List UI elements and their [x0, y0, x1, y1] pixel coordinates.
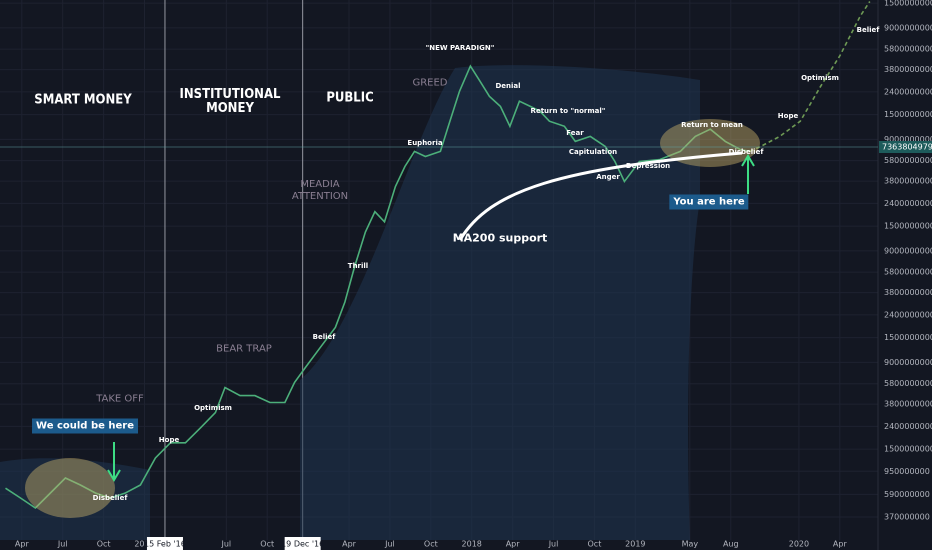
- y-tick-label: 900000000000: [884, 135, 932, 144]
- y-tick-label: 1500000000: [884, 445, 932, 454]
- date-label: 15 Feb '16: [144, 540, 186, 549]
- y-tick-label: 5800000000: [884, 379, 932, 388]
- y-tick-label: 1500000000000: [884, 110, 932, 119]
- y-tick-label: 3800000000000: [884, 65, 932, 74]
- stage-label: Denial: [495, 82, 521, 90]
- stage-label: Return to "normal": [530, 107, 606, 115]
- stage-label: Fear: [566, 129, 584, 137]
- x-tick-label: Jul: [57, 540, 68, 549]
- ma-curve: [458, 151, 743, 241]
- y-tick-label: 150000000000: [884, 222, 932, 231]
- stage-label: Disbelief: [728, 148, 764, 156]
- stage-label: Belief: [312, 333, 336, 341]
- price-lines: [5, 1, 871, 510]
- x-tick-label: Apr: [15, 540, 30, 549]
- x-tick-label: Oct: [97, 540, 111, 549]
- stage-label: Disbelief: [92, 494, 128, 502]
- y-tick-label: 580000000000: [884, 156, 932, 165]
- y-tick-label: 90000000000: [884, 246, 932, 255]
- price-label: 7363804979: [882, 143, 932, 152]
- x-tick-label: Apr: [506, 540, 521, 549]
- stage-label: Hope: [158, 436, 180, 444]
- y-tick-label: 9000000000: [884, 358, 932, 367]
- y-tick-label: 15000000000: [884, 333, 932, 342]
- y-tick-label: 950000000: [884, 467, 930, 476]
- callout: You are here: [669, 194, 749, 210]
- y-tick-label: 2400000000000: [884, 87, 932, 96]
- y-tick-label: 240000000000: [884, 199, 932, 208]
- faded-label: MEADIA ATTENTION: [291, 179, 349, 202]
- callout: We could be here: [32, 418, 138, 434]
- stage-label: "NEW PARADIGN": [425, 44, 495, 52]
- stage-label: Euphoria: [407, 139, 443, 147]
- y-tick-label: 38000000000: [884, 288, 932, 297]
- x-tick-label: 2018: [462, 540, 482, 549]
- x-tick-label: Apr: [342, 540, 357, 549]
- x-tick-label: Oct: [424, 540, 438, 549]
- stage-label: Hope: [777, 112, 799, 120]
- y-tick-label: 2400000000: [884, 422, 932, 431]
- price-line: [5, 64, 750, 510]
- stage-label: Anger: [596, 173, 620, 181]
- stage-label: Belief: [856, 26, 880, 34]
- price-box: [879, 141, 932, 153]
- date-box: [146, 537, 183, 550]
- x-tick-label: Oct: [588, 540, 602, 549]
- phase-label: INSTITUTIONAL MONEY: [179, 87, 281, 116]
- faded-label: GREED: [412, 77, 448, 89]
- stage-label: Capitulation: [568, 148, 618, 156]
- ma-label: MA200 support: [452, 231, 548, 245]
- x-tick-label: Jul: [220, 540, 231, 549]
- faded-label: BEAR TRAP: [216, 343, 272, 355]
- stage-label: Depression: [625, 162, 671, 170]
- band-shade: [300, 65, 700, 540]
- x-tick-label: 2016: [134, 540, 154, 549]
- highlight: [25, 458, 115, 518]
- arrow: [741, 154, 755, 194]
- faded-label: TAKE OFF: [96, 393, 144, 405]
- y-tick-label: 370000000: [884, 512, 930, 521]
- x-tick-label: 2020: [789, 540, 809, 549]
- date-box: [284, 537, 321, 550]
- y-tick-label: 5800000000000: [884, 45, 932, 54]
- stage-label: Optimism: [801, 74, 839, 82]
- stage-label: Optimism: [194, 404, 232, 412]
- phase-label: SMART MONEY: [34, 92, 132, 108]
- stage-label: Return to mean: [681, 121, 743, 129]
- x-tick-label: Aug: [723, 540, 739, 549]
- arrow: [107, 442, 121, 482]
- x-tick-label: Oct: [260, 540, 274, 549]
- stage-label: Thrill: [347, 262, 369, 270]
- x-tick-label: Apr: [833, 540, 848, 549]
- y-tick-label: 58000000000: [884, 268, 932, 277]
- price-line: [749, 1, 871, 153]
- x-tick-label: 2019: [625, 540, 645, 549]
- y-tick-label: 24000000000: [884, 310, 932, 319]
- y-tick-label: 3800000000: [884, 400, 932, 409]
- y-tick-label: 15000000000000: [884, 0, 932, 8]
- y-tick-label: 590000000: [884, 490, 930, 499]
- y-tick-label: 9000000000000: [884, 23, 932, 32]
- x-tick-label: Jul: [548, 540, 559, 549]
- x-tick-label: Jul: [384, 540, 395, 549]
- date-label: 19 Dec '16: [281, 540, 324, 549]
- y-tick-label: 380000000000: [884, 177, 932, 186]
- phase-label: PUBLIC: [326, 90, 374, 106]
- x-tick-label: May: [682, 540, 699, 549]
